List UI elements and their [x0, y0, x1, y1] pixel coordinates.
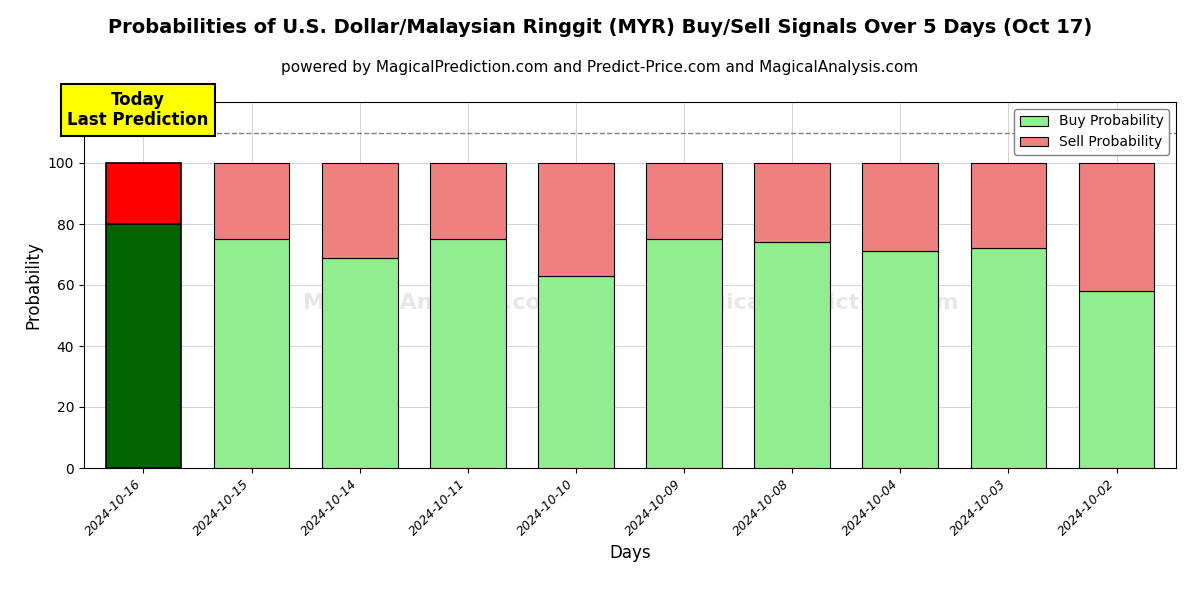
Bar	[106, 224, 181, 468]
Bar	[538, 163, 613, 276]
Legend: Buy Probability, Sell Probability: Buy Probability, Sell Probability	[1014, 109, 1169, 155]
Bar	[430, 239, 505, 468]
Bar	[1079, 291, 1154, 468]
Bar	[755, 163, 830, 242]
Bar	[106, 163, 181, 224]
Bar	[863, 163, 938, 251]
Bar	[214, 163, 289, 239]
Bar	[755, 242, 830, 468]
Bar	[322, 163, 397, 257]
Text: Today
Last Prediction: Today Last Prediction	[67, 91, 209, 130]
Text: MagicalPrediction.com: MagicalPrediction.com	[673, 293, 959, 313]
X-axis label: Days: Days	[610, 544, 650, 562]
Bar	[647, 163, 722, 239]
Bar	[430, 163, 505, 239]
Bar	[863, 251, 938, 468]
Text: powered by MagicalPrediction.com and Predict-Price.com and MagicalAnalysis.com: powered by MagicalPrediction.com and Pre…	[281, 60, 919, 75]
Text: MagicalAnalysis.com: MagicalAnalysis.com	[302, 293, 564, 313]
Bar	[1079, 163, 1154, 291]
Bar	[214, 239, 289, 468]
Bar	[322, 257, 397, 468]
Bar	[538, 276, 613, 468]
Text: Probabilities of U.S. Dollar/Malaysian Ringgit (MYR) Buy/Sell Signals Over 5 Day: Probabilities of U.S. Dollar/Malaysian R…	[108, 18, 1092, 37]
Bar	[647, 239, 722, 468]
Y-axis label: Probability: Probability	[24, 241, 42, 329]
Bar	[971, 248, 1046, 468]
Bar	[971, 163, 1046, 248]
